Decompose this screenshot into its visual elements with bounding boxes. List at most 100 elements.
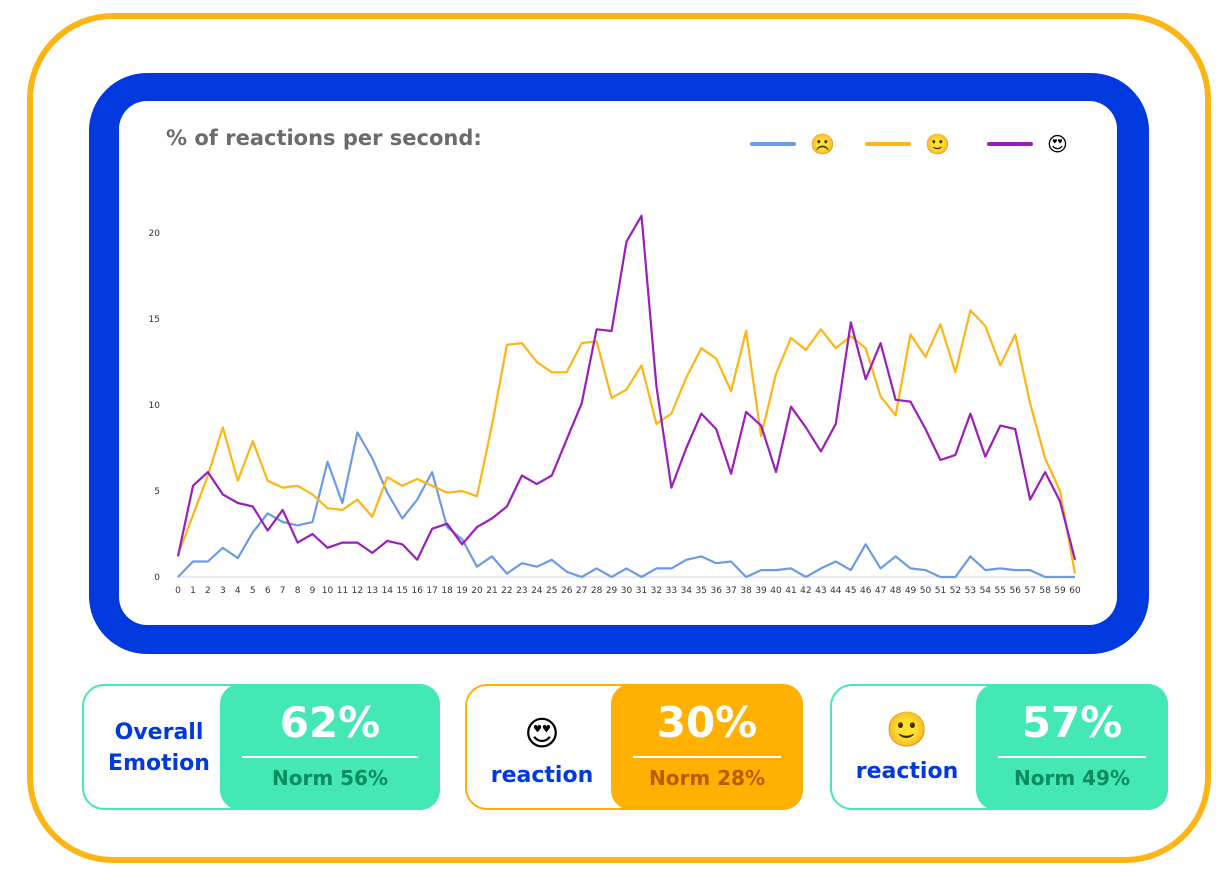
x-tick-label: 21 xyxy=(486,586,497,596)
x-tick-label: 18 xyxy=(441,586,453,596)
x-tick-label: 36 xyxy=(710,586,722,596)
x-tick-label: 27 xyxy=(576,586,587,596)
x-tick-label: 10 xyxy=(322,586,334,596)
x-tick-label: 14 xyxy=(382,586,394,596)
x-tick-label: 38 xyxy=(740,586,752,596)
x-tick-label: 22 xyxy=(501,586,512,596)
x-tick-label: 24 xyxy=(531,586,543,596)
x-tick-label: 59 xyxy=(1054,586,1066,596)
x-tick-label: 20 xyxy=(471,586,483,596)
overall-value-box: 62% Norm 56% xyxy=(220,684,440,810)
sad-face-icon: ☹️ xyxy=(810,132,835,156)
x-tick-label: 19 xyxy=(456,586,468,596)
x-tick-label: 46 xyxy=(860,586,872,596)
x-tick-label: 25 xyxy=(546,586,557,596)
x-tick-label: 32 xyxy=(651,586,662,596)
x-tick-label: 53 xyxy=(965,586,976,596)
x-tick-label: 15 xyxy=(397,586,408,596)
x-tick-label: 16 xyxy=(411,586,423,596)
love-reaction-card: 😍 reaction 30% Norm 28% xyxy=(465,684,803,810)
smile-face-icon: 🙂 xyxy=(925,132,950,156)
x-tick-label: 45 xyxy=(845,586,856,596)
x-tick-label: 39 xyxy=(755,586,767,596)
x-tick-label: 5 xyxy=(250,586,256,596)
y-tick-label: 0 xyxy=(154,573,160,583)
x-tick-label: 4 xyxy=(235,586,241,596)
smile-face-icon: 🙂 xyxy=(885,710,929,750)
series-line-love xyxy=(176,214,1077,561)
divider xyxy=(998,756,1146,758)
love-reaction-value: 30% xyxy=(656,698,758,747)
smile-value-box: 57% Norm 49% xyxy=(976,684,1168,810)
x-tick-label: 23 xyxy=(516,586,527,596)
x-tick-label: 6 xyxy=(265,586,271,596)
chart-title: % of reactions per second: xyxy=(166,126,482,150)
x-tick-label: 35 xyxy=(696,586,707,596)
smile-reaction-norm: Norm 49% xyxy=(1013,766,1130,790)
smile-reaction-card: 🙂 reaction 57% Norm 49% xyxy=(830,684,1168,810)
x-tick-label: 3 xyxy=(220,586,226,596)
x-tick-label: 57 xyxy=(1024,586,1035,596)
x-tick-label: 47 xyxy=(875,586,886,596)
divider xyxy=(633,756,781,758)
x-tick-label: 42 xyxy=(800,586,811,596)
series-line-sad xyxy=(177,431,1075,579)
y-tick-label: 15 xyxy=(149,315,160,325)
x-tick-label: 44 xyxy=(830,586,842,596)
x-tick-label: 12 xyxy=(352,586,363,596)
x-tick-label: 55 xyxy=(995,586,1006,596)
smile-reaction-label: reaction xyxy=(855,759,959,784)
x-tick-label: 8 xyxy=(295,586,301,596)
x-tick-label: 54 xyxy=(980,586,992,596)
x-tick-label: 40 xyxy=(770,586,782,596)
x-tick-label: 1 xyxy=(190,586,196,596)
x-tick-label: 56 xyxy=(1009,586,1021,596)
overall-label-line2: Emotion xyxy=(108,751,210,776)
divider xyxy=(242,756,418,758)
chart-card: % of reactions per second: ☹️ 🙂 😍 0 5 10 15… xyxy=(119,101,1117,625)
love-reaction-norm: Norm 28% xyxy=(648,766,765,790)
overall-emotion-card: Overall Emotion 62% Norm 56% xyxy=(82,684,440,810)
x-tick-label: 34 xyxy=(681,586,693,596)
x-tick-label: 17 xyxy=(426,586,437,596)
y-tick-label: 10 xyxy=(149,401,161,411)
x-tick-label: 13 xyxy=(367,586,378,596)
x-tick-label: 51 xyxy=(935,586,946,596)
heart-eyes-icon: 😍 xyxy=(524,714,560,754)
legend-line-smile xyxy=(865,142,911,146)
legend-line-love xyxy=(987,142,1033,146)
x-tick-label: 58 xyxy=(1039,586,1051,596)
x-tick-label: 33 xyxy=(666,586,677,596)
legend-item-love: 😍 xyxy=(987,131,1068,157)
legend-line-sad xyxy=(750,142,796,146)
overall-label-line1: Overall xyxy=(114,720,204,745)
x-tick-label: 48 xyxy=(890,586,902,596)
overall-emotion-value: 62% xyxy=(279,698,381,747)
x-tick-label: 31 xyxy=(636,586,647,596)
x-tick-label: 7 xyxy=(280,586,286,596)
x-tick-label: 26 xyxy=(561,586,573,596)
x-tick-label: 41 xyxy=(785,586,796,596)
x-tick-label: 29 xyxy=(606,586,618,596)
x-tick-label: 60 xyxy=(1069,586,1081,596)
x-tick-label: 43 xyxy=(815,586,826,596)
series-line-smile xyxy=(176,309,1077,574)
smile-reaction-value: 57% xyxy=(1021,698,1123,747)
x-tick-label: 49 xyxy=(905,586,917,596)
x-tick-label: 50 xyxy=(920,586,932,596)
x-tick-label: 2 xyxy=(205,586,211,596)
heart-eyes-icon: 😍 xyxy=(1047,132,1068,156)
legend-item-smile: 🙂 xyxy=(865,131,950,157)
love-value-box: 30% Norm 28% xyxy=(611,684,803,810)
overall-emotion-label: Overall Emotion xyxy=(94,717,224,779)
y-tick-label: 5 xyxy=(154,487,160,497)
x-tick-label: 52 xyxy=(950,586,961,596)
x-tick-label: 0 xyxy=(175,586,181,596)
x-tick-label: 37 xyxy=(725,586,736,596)
x-tick-label: 9 xyxy=(310,586,316,596)
y-tick-label: 20 xyxy=(149,229,161,239)
x-tick-label: 30 xyxy=(621,586,633,596)
x-tick-label: 11 xyxy=(337,586,348,596)
x-tick-label: 28 xyxy=(591,586,603,596)
